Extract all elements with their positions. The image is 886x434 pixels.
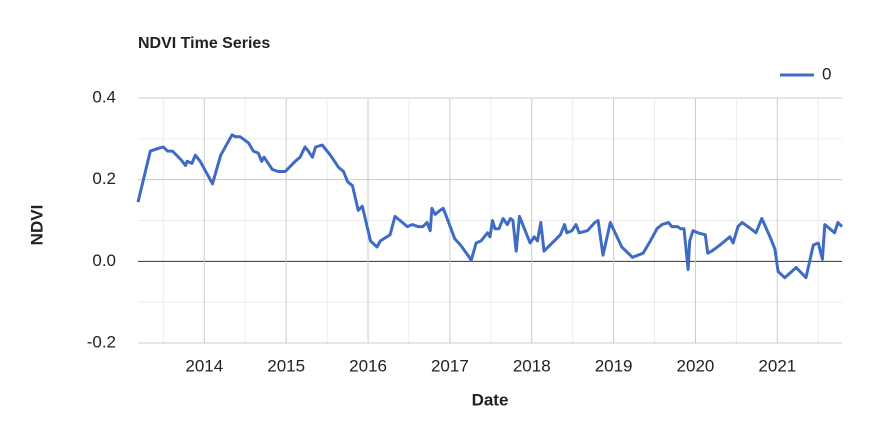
y-tick-label: 0.0 [92,251,116,270]
x-axis-label: Date [472,390,509,409]
x-tick-label: 2019 [595,356,633,375]
x-tick-label: 2020 [677,356,715,375]
x-tick-label: 2016 [349,356,387,375]
x-tick-label: 2015 [267,356,305,375]
y-tick-label: 0.4 [92,87,116,106]
x-tick-label: 2018 [513,356,551,375]
x-tick-label: 2014 [185,356,223,375]
legend-label: 0 [822,64,831,83]
y-tick-label: -0.2 [87,332,116,351]
y-tick-label: 0.2 [92,169,116,188]
x-tick-label: 2017 [431,356,469,375]
y-axis-label: NDVI [27,205,46,246]
chart-title: NDVI Time Series [138,35,270,52]
series-line [136,133,844,280]
x-tick-label: 2021 [758,356,796,375]
